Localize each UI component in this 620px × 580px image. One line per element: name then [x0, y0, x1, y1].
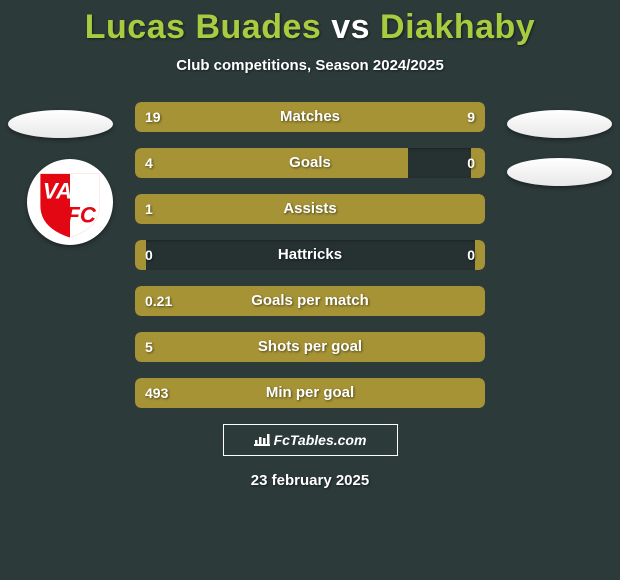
stat-label: Min per goal [135, 378, 485, 408]
player2-photo-placeholder [507, 110, 612, 138]
footer-date: 23 february 2025 [0, 472, 620, 489]
stat-label: Matches [135, 102, 485, 132]
stat-row: 40Goals [135, 148, 485, 178]
title-vs: vs [331, 8, 370, 46]
stat-row: 199Matches [135, 102, 485, 132]
stat-label: Goals [135, 148, 485, 178]
vafc-badge-icon: VA FC [33, 165, 107, 239]
stat-row: 1Assists [135, 194, 485, 224]
chart-area: VA FC 199Matches 40Goals 1Assists 00Hattric… [0, 102, 620, 408]
stat-row: 493Min per goal [135, 378, 485, 408]
stat-row: 00Hattricks [135, 240, 485, 270]
brand-text: FcTables.com [274, 432, 367, 448]
subtitle: Club competitions, Season 2024/2025 [0, 57, 620, 74]
stat-bars: 199Matches 40Goals 1Assists 00Hattricks 0.21… [135, 102, 485, 408]
svg-text:FC: FC [66, 203, 97, 228]
player2-name: Diakhaby [380, 8, 535, 46]
chart-icon [254, 432, 270, 449]
stat-label: Shots per goal [135, 332, 485, 362]
brand-link[interactable]: FcTables.com [223, 424, 398, 456]
club1-badge: VA FC [27, 159, 113, 245]
stat-label: Assists [135, 194, 485, 224]
player1-name: Lucas Buades [85, 8, 322, 46]
player1-photo-placeholder [8, 110, 113, 138]
comparison-title: Lucas Buades vs Diakhaby [0, 0, 620, 47]
stat-row: 5Shots per goal [135, 332, 485, 362]
stat-label: Goals per match [135, 286, 485, 316]
stat-row: 0.21Goals per match [135, 286, 485, 316]
svg-text:VA: VA [43, 178, 72, 203]
stat-label: Hattricks [135, 240, 485, 270]
club2-badge-placeholder [507, 158, 612, 186]
